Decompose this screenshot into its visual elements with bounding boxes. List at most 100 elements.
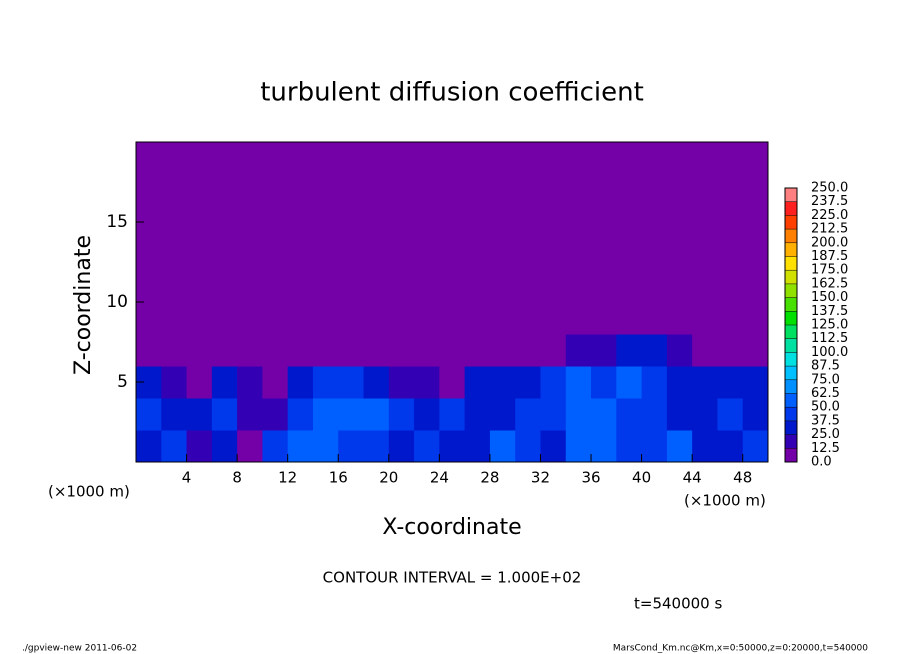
cell [262,142,289,175]
cell [439,270,466,303]
cell [287,142,314,175]
cell [287,174,314,207]
x-axis-label: X-coordinate [382,515,521,540]
cell [363,366,390,399]
cell [515,270,541,303]
cell [237,238,263,271]
cell [717,334,744,367]
cell [186,334,213,367]
cell [591,302,617,335]
colorbar-label: 162.5 [811,276,848,291]
cell [136,238,162,271]
colorbar-swatch [785,201,797,216]
cell [464,398,491,431]
cell [692,366,718,399]
colorbar-label: 150.0 [811,290,848,305]
cell [489,398,516,431]
cell [186,206,213,239]
cell [616,366,643,399]
cell [363,142,390,175]
cell [616,206,643,239]
cell [237,270,263,303]
cell [515,174,541,207]
cell [692,142,718,175]
cell [414,334,440,367]
cell [692,270,718,303]
colorbar-swatch [785,229,797,243]
cell [515,142,541,175]
cell [742,302,769,335]
x-tick-label: 28 [480,469,499,487]
cell [616,334,643,367]
cell [439,206,466,239]
cell [388,430,415,463]
colorbar-swatch [785,311,797,325]
cell [717,142,744,175]
cell [287,238,314,271]
cell [211,142,238,175]
cell [540,206,567,239]
cell [186,270,213,303]
cell [464,334,491,367]
cell [565,206,592,239]
colorbar-label: 12.5 [811,441,840,456]
cell [312,398,339,431]
cell [287,398,314,431]
cell [136,334,162,367]
cell [161,398,188,431]
x-tick-label: 16 [329,469,348,487]
cell [363,270,390,303]
cell [338,238,365,271]
colorbar-label: 50.0 [811,400,840,415]
cell [363,206,390,239]
cell [211,398,238,431]
cell [464,238,491,271]
cell [692,398,718,431]
cell [717,206,744,239]
cell [262,206,289,239]
cell [312,270,339,303]
cell [338,206,365,239]
cell [312,366,339,399]
cell [262,366,289,399]
cell [287,302,314,335]
colorbar-swatch [785,434,797,449]
cell [616,398,643,431]
cell [211,206,238,239]
cell [414,302,440,335]
cell [363,398,390,431]
cell [388,206,415,239]
cell [287,334,314,367]
colorbar-label: 237.5 [811,194,848,209]
cell [237,430,263,463]
colorbar-label: 100.0 [811,345,848,360]
cell [464,366,491,399]
cell [641,270,668,303]
cell [186,366,213,399]
colorbar-label: 187.5 [811,249,848,264]
cell [666,270,693,303]
cell [666,238,693,271]
cell [565,142,592,175]
cell [414,142,440,175]
colorbar-swatch [785,379,797,394]
colorbar-swatch [785,325,797,339]
colorbar-swatch [785,352,797,367]
cell [464,302,491,335]
cell [439,302,466,335]
cell [540,174,567,207]
cell [388,334,415,367]
cell [641,430,668,463]
cell [363,174,390,207]
cell [591,270,617,303]
cell [666,206,693,239]
colorbar-label: 250.0 [811,181,848,196]
cell [540,302,567,335]
cell [489,206,516,239]
colorbar-swatch [785,283,797,298]
cell [717,174,744,207]
colorbar-swatch [785,407,797,421]
cell [666,302,693,335]
cell [186,174,213,207]
